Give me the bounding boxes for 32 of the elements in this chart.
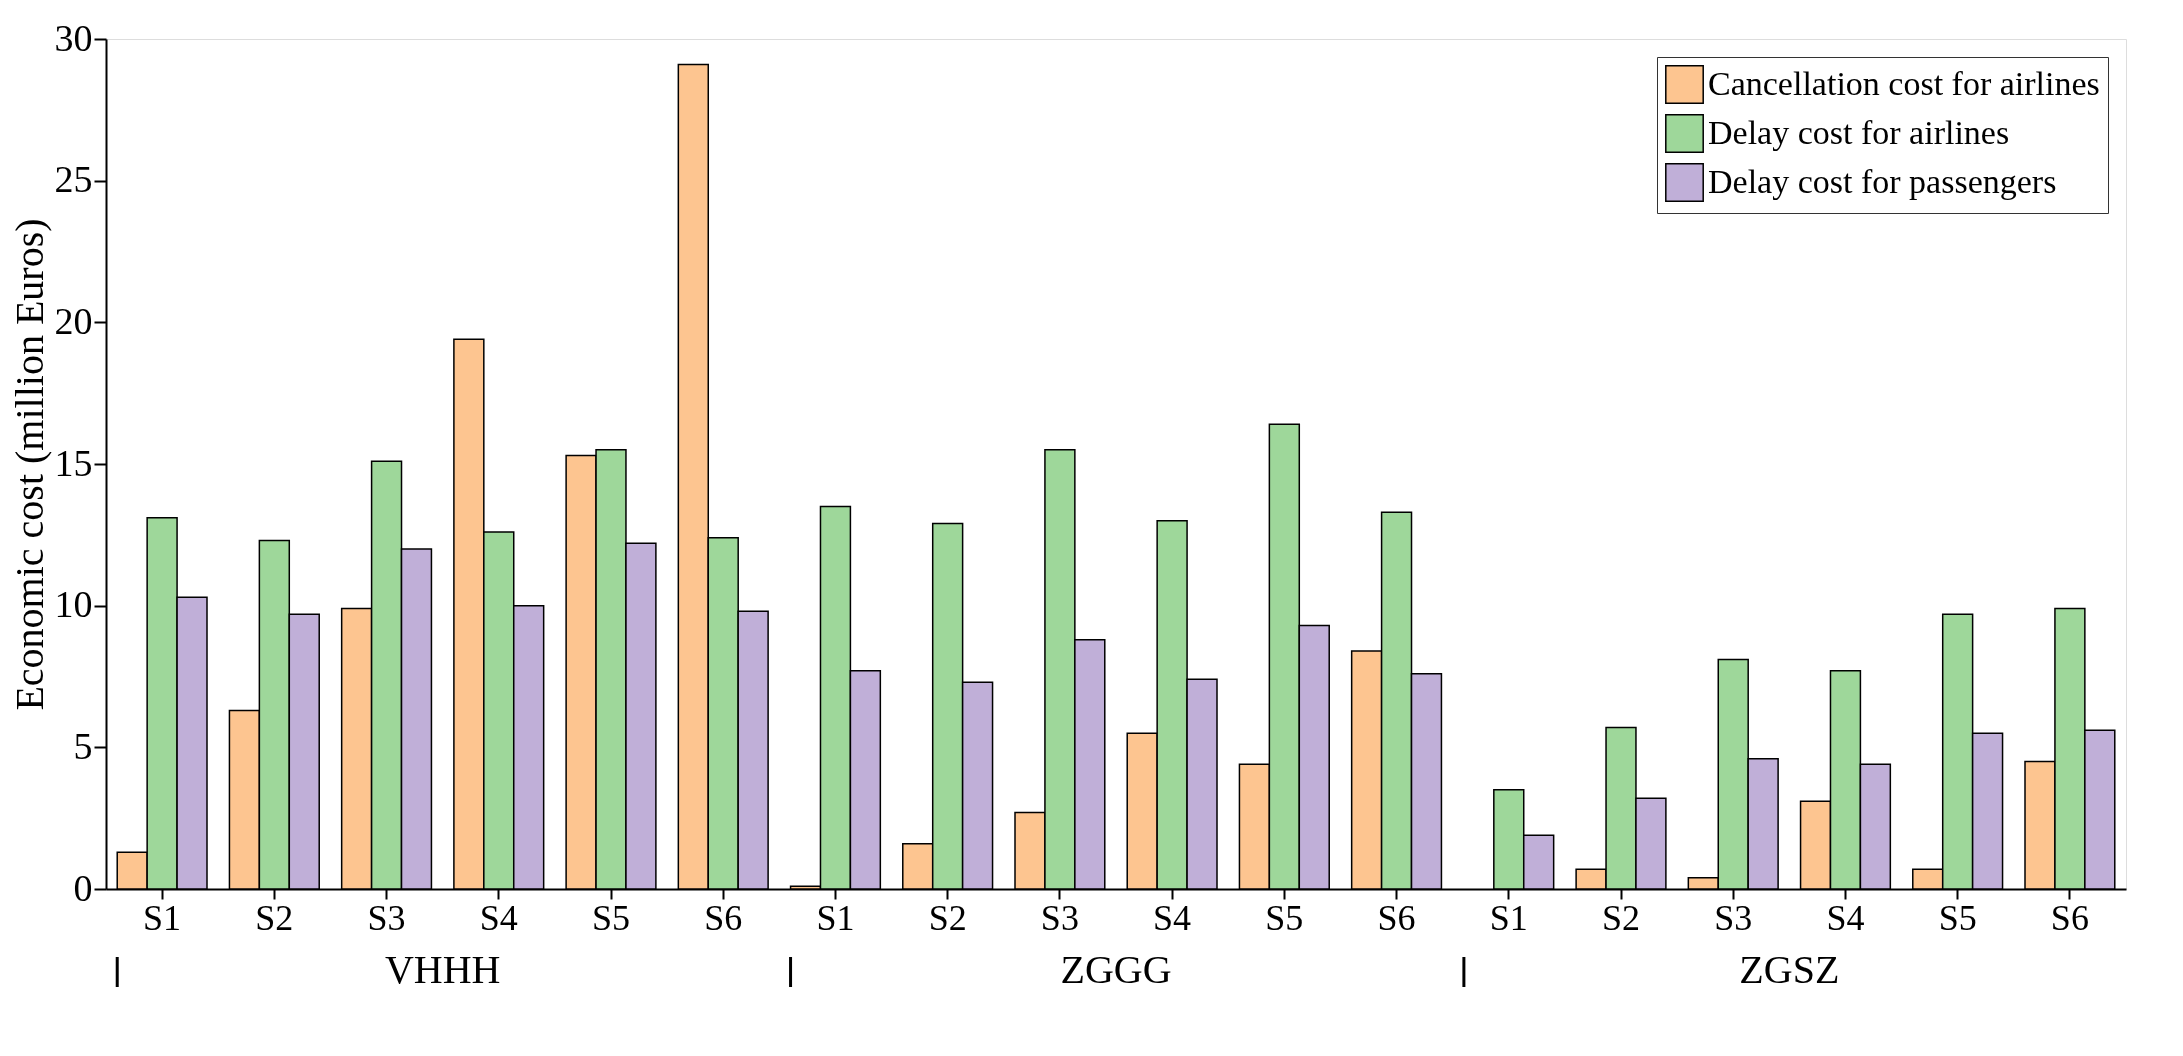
x-tick-label: S3 <box>367 897 406 938</box>
x-tick-label: S4 <box>1826 897 1865 938</box>
y-tick-label: 25 <box>54 158 93 201</box>
x-tick-label: S1 <box>143 897 182 938</box>
y-tick-label: 0 <box>73 866 93 909</box>
text: VHHH <box>384 947 501 992</box>
x-tick-label: S2 <box>1601 897 1641 938</box>
x-tick-label: S2 <box>255 897 294 938</box>
x-tick-label: S3 <box>1714 897 1753 938</box>
legend-label: Delay cost for airlines <box>1708 113 2010 151</box>
text: ZGSZ <box>1739 947 1840 992</box>
x-tick-label: S5 <box>1265 897 1304 938</box>
x-tick-label: S5 <box>591 897 631 938</box>
x-tick-label: S4 <box>479 897 518 938</box>
legend-label: Delay cost for passengers <box>1708 162 2057 200</box>
x-tick-label: S1 <box>1489 897 1528 938</box>
y-tick-label: 10 <box>54 583 93 626</box>
legend-label: Cancellation cost for airlines <box>1708 64 2100 102</box>
x-tick-label: S6 <box>704 897 743 938</box>
x-tick-label: S5 <box>1938 897 1977 938</box>
x-tick-label: S6 <box>2050 897 2089 938</box>
y-tick-label: 20 <box>54 299 93 342</box>
x-tick-label: S4 <box>1153 897 1192 938</box>
x-tick-label: S6 <box>1377 897 1416 938</box>
x-tick-label: S2 <box>928 897 967 938</box>
x-tick-label: S3 <box>1040 897 1079 938</box>
y-tick-label: 5 <box>73 724 93 767</box>
y-tick-label: 30 <box>54 16 93 59</box>
x-tick-label: S1 <box>816 897 855 938</box>
y-axis-title: Economic cost (million Euros) <box>6 218 52 711</box>
y-tick-label: 15 <box>54 441 93 484</box>
text: ZGGG <box>1060 947 1172 992</box>
